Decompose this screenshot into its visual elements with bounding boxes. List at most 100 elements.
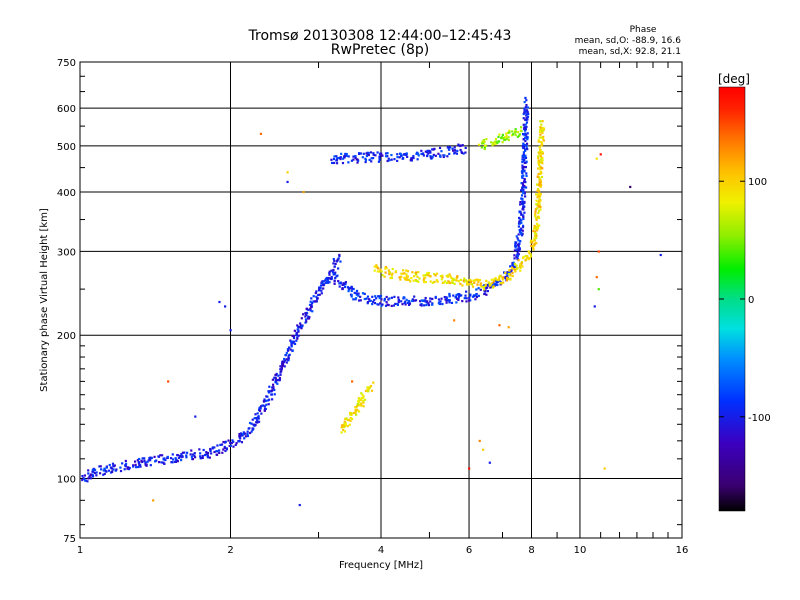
- data-point: [244, 432, 247, 435]
- data-point: [480, 146, 483, 149]
- data-point: [95, 471, 98, 474]
- data-point: [293, 342, 297, 346]
- data-point: [391, 272, 394, 275]
- data-point: [275, 381, 278, 384]
- data-point: [288, 353, 291, 356]
- data-point: [541, 129, 544, 133]
- data-point: [505, 279, 509, 282]
- data-point: [445, 274, 448, 278]
- data-point: [223, 446, 226, 450]
- data-point: [401, 157, 405, 160]
- data-point: [326, 277, 329, 280]
- data-point: [518, 230, 522, 234]
- data-point: [524, 254, 527, 258]
- data-point: [265, 395, 268, 398]
- data-point: [366, 301, 370, 304]
- data-point: [504, 136, 508, 139]
- data-point: [302, 190, 305, 194]
- data-point: [440, 297, 443, 300]
- data-point: [366, 153, 369, 156]
- data-point: [540, 130, 543, 133]
- data-point: [347, 418, 351, 421]
- data-point: [533, 232, 536, 235]
- x-tick-label: 16: [676, 545, 689, 556]
- data-point: [492, 285, 495, 288]
- data-point: [437, 298, 441, 301]
- y-tick-label: 750: [57, 58, 76, 69]
- data-point: [388, 272, 391, 276]
- data-point: [349, 413, 352, 416]
- data-point: [447, 280, 450, 283]
- data-point: [310, 304, 313, 308]
- data-point: [520, 175, 524, 178]
- data-point: [424, 280, 427, 284]
- data-point: [331, 271, 334, 274]
- data-point: [520, 213, 523, 216]
- data-point: [286, 349, 290, 352]
- data-point: [522, 217, 525, 221]
- data-point: [362, 400, 365, 403]
- data-point: [460, 294, 463, 297]
- data-point: [521, 187, 524, 190]
- data-point: [346, 425, 349, 428]
- data-point: [524, 186, 528, 189]
- data-point: [450, 276, 453, 280]
- data-point: [238, 432, 241, 436]
- data-point: [399, 152, 402, 156]
- data-point: [534, 213, 537, 216]
- data-point: [383, 299, 386, 302]
- data-point: [442, 155, 445, 159]
- data-point: [396, 303, 400, 306]
- data-point: [535, 207, 539, 210]
- data-point: [304, 315, 307, 318]
- data-point: [455, 279, 458, 282]
- data-point: [256, 412, 259, 415]
- data-point: [527, 250, 530, 253]
- data-point: [537, 193, 541, 196]
- data-point: [87, 469, 90, 472]
- data-point: [283, 365, 286, 368]
- data-point: [401, 303, 404, 306]
- data-point: [218, 451, 221, 454]
- data-point: [376, 303, 379, 306]
- data-point: [152, 499, 155, 502]
- data-point: [501, 276, 504, 279]
- data-point: [378, 157, 381, 160]
- data-point: [488, 284, 491, 287]
- data-point: [102, 473, 105, 476]
- data-point: [352, 298, 355, 301]
- data-point: [267, 391, 271, 394]
- data-point: [485, 279, 488, 283]
- data-point: [229, 329, 232, 332]
- data-point: [315, 290, 318, 293]
- data-point: [530, 241, 533, 244]
- data-point: [539, 168, 542, 171]
- data-point: [281, 360, 284, 363]
- data-point: [468, 282, 471, 286]
- data-point: [411, 298, 415, 301]
- data-point: [603, 467, 606, 470]
- data-point: [347, 161, 350, 164]
- data-point: [360, 402, 363, 405]
- data-point: [354, 406, 357, 409]
- data-point: [483, 147, 486, 151]
- data-point: [519, 240, 522, 243]
- data-point: [291, 334, 294, 338]
- data-point: [522, 203, 525, 206]
- data-point: [537, 211, 540, 215]
- data-point: [372, 153, 375, 156]
- data-point: [246, 434, 249, 438]
- data-point: [276, 382, 279, 385]
- data-point: [483, 140, 486, 144]
- data-point: [88, 475, 91, 478]
- x-tick-labels: 1 2 4 6 8 10 16: [77, 545, 689, 556]
- data-point: [496, 283, 499, 287]
- data-point: [445, 301, 448, 304]
- data-point: [356, 402, 359, 406]
- data-point: [422, 154, 425, 157]
- data-point: [469, 280, 473, 284]
- data-point: [386, 303, 389, 306]
- data-point: [535, 233, 538, 236]
- data-point: [517, 239, 520, 242]
- data-point: [520, 212, 523, 215]
